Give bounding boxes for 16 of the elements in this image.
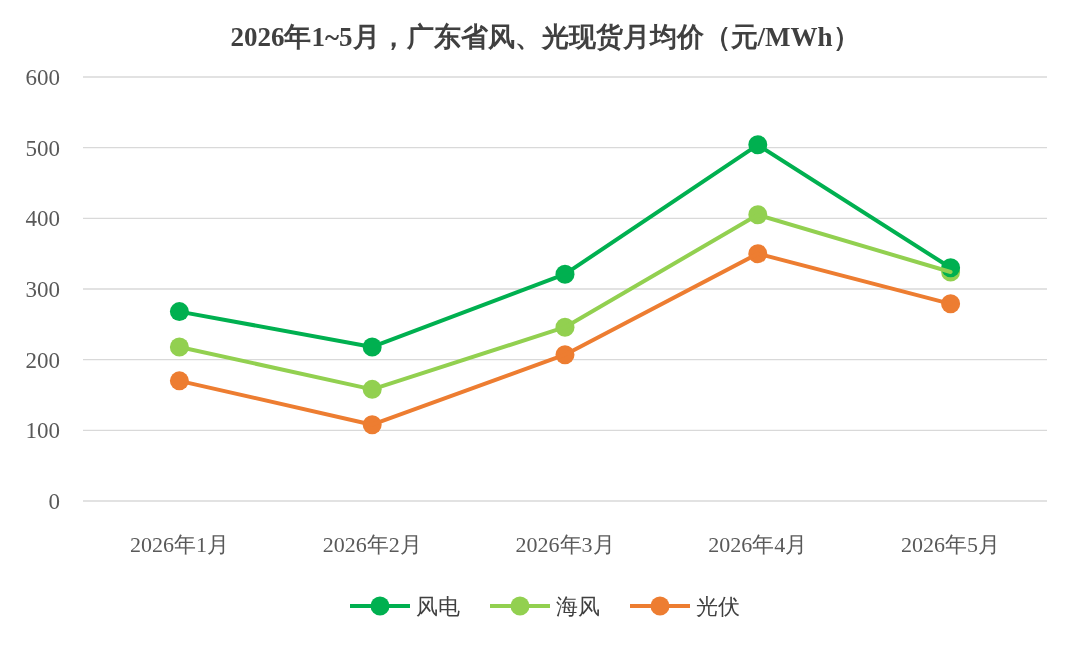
y-tick-label: 0 [48, 489, 60, 514]
y-tick-label: 300 [25, 277, 60, 302]
y-tick-label: 600 [25, 65, 60, 90]
x-tick-label: 2026年3月 [515, 532, 615, 557]
y-tick-label: 400 [25, 206, 60, 232]
legend-label: 海风 [556, 594, 600, 619]
x-tick-label: 2026年4月 [708, 532, 808, 557]
chart-title: 2026年1~5月，广东省风、光现货月均价（元/MWh） [230, 22, 860, 52]
x-tick-label: 2026年2月 [322, 532, 422, 557]
y-tick-label: 200 [25, 347, 60, 373]
x-tick-label: 2026年5月 [901, 532, 1001, 557]
legend-label: 光伏 [696, 594, 740, 619]
legend-label: 风电 [416, 594, 460, 619]
y-tick-label: 500 [25, 135, 60, 161]
x-tick-label: 2026年1月 [129, 532, 229, 557]
y-tick-label: 100 [25, 418, 60, 444]
